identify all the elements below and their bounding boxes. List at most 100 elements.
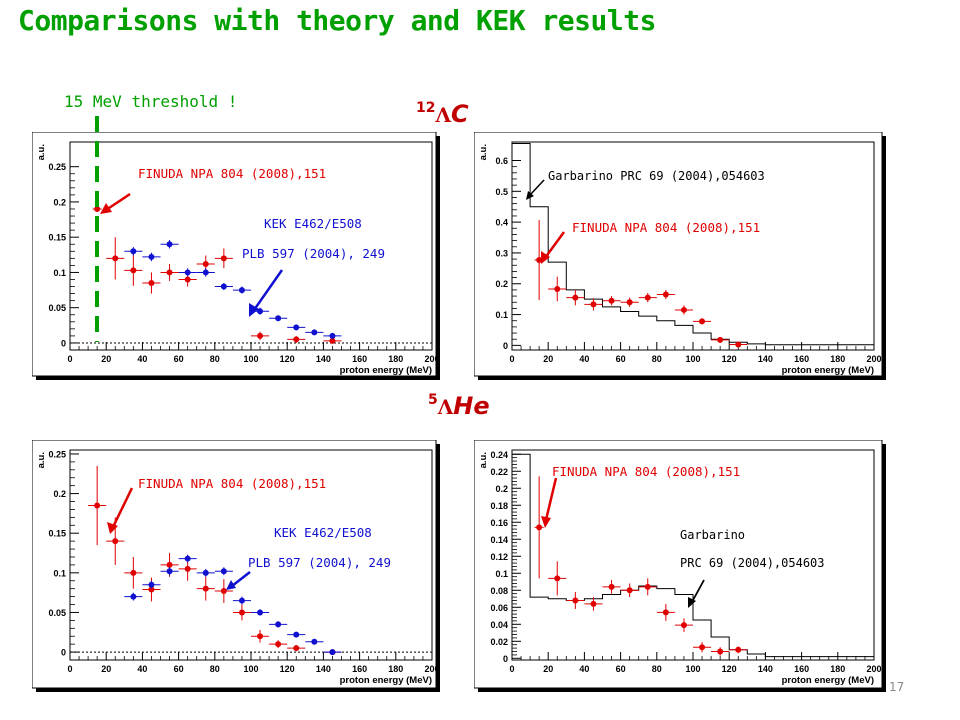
- bottom-right-finuda-marker-9: [699, 644, 706, 651]
- bottom-left-xtick-label-9: 180: [388, 664, 403, 674]
- top-left-ytick-label-3: 0.15: [48, 233, 66, 243]
- bottom-left-kek-point-9: [287, 631, 306, 638]
- top-right-xtick-label-0: 0: [509, 354, 514, 364]
- bottom-left-canvas-shadow-bottom: [36, 688, 440, 692]
- top-right-xtick-label-2: 40: [579, 354, 589, 364]
- bottom-right-xtick-label-7: 140: [758, 664, 773, 674]
- top-right-finuda-marker-4: [608, 297, 615, 304]
- bottom-right-ytick-label-12: 0.24: [490, 450, 508, 460]
- bottom-right-ytick-label-8: 0.16: [490, 518, 508, 528]
- bottom-right-finuda-marker-10: [717, 648, 724, 655]
- top-right-finuda-point-8: [674, 305, 693, 315]
- top-left-finuda-marker-3: [148, 280, 155, 287]
- bottom-right-ytick-label-5: 0.1: [495, 569, 508, 579]
- bottom-right-finuda-point-6: [638, 578, 657, 596]
- bottom-left-finuda-point-2: [124, 556, 143, 589]
- bottom-right-xtick-label-0: 0: [509, 664, 514, 674]
- bottom-left-finuda-point-8: [232, 604, 251, 621]
- top-left-kek-point-2: [160, 240, 179, 249]
- top-left-canvas-shadow-right: [436, 136, 440, 380]
- bottom-left-xtick-label-2: 40: [137, 664, 147, 674]
- bottom-right-finuda-point-1: [548, 561, 567, 596]
- top-right-finuda-marker-5: [626, 299, 633, 306]
- bottom-right-finuda-point-2: [566, 591, 585, 609]
- top-right-xtick-label-7: 140: [758, 354, 773, 364]
- bottom-right-ytick-label-4: 0.08: [490, 586, 508, 596]
- nucleus-he5-lambda: Λ: [437, 395, 454, 419]
- top-right-ytick-label-2: 0.2: [495, 279, 508, 289]
- chart-bottom-left: 0 0.05 0.1 0.15 0.2 0.25 0 20 40 60 80 100 120 140 160…: [32, 440, 440, 692]
- bottom-right-xtick-label-9: 180: [830, 664, 845, 674]
- kek-label-top-left-2: PLB 597 (2004), 249: [242, 246, 385, 261]
- bottom-right-xtick-label-5: 100: [685, 664, 700, 674]
- top-left-kek-point-0: [124, 247, 143, 256]
- slide-title: Comparisons with theory and KEK results: [18, 4, 656, 37]
- bottom-right-finuda-marker-8: [680, 622, 687, 629]
- top-left-ytick-label-0: 0: [61, 338, 66, 348]
- bottom-left-ytick-label-4: 0.2: [53, 489, 66, 499]
- top-left-finuda-marker-5: [184, 276, 191, 283]
- bottom-left-kek-marker-3: [184, 555, 191, 562]
- bottom-left-finuda-marker-3: [148, 586, 155, 593]
- bottom-right-finuda-marker-4: [608, 583, 615, 590]
- top-left-kek-marker-9: [293, 324, 300, 331]
- chart-bottom-right: 0 0.02 0.04 0.06 0.08 0.1 0.12 0.14 0.16 0.18 0.2 0…: [474, 440, 886, 692]
- bottom-right-finuda-point-0: [534, 476, 544, 579]
- top-right-finuda-marker-8: [680, 306, 687, 313]
- top-left-xtick-label-2: 40: [137, 354, 147, 364]
- top-left-kek-marker-8: [275, 315, 282, 322]
- bottom-left-finuda-marker-8: [238, 609, 245, 616]
- bottom-right-finuda-marker-5: [626, 587, 633, 594]
- top-right-finuda-point-9: [693, 318, 712, 325]
- top-right-finuda-marker-3: [590, 301, 597, 308]
- bottom-left-ytick-label-1: 0.05: [48, 608, 66, 618]
- bottom-left-kek-point-4: [196, 568, 215, 577]
- top-left-kek-point-11: [323, 332, 342, 339]
- top-left-xtick-label-7: 140: [316, 354, 331, 364]
- bottom-left-kek-marker-11: [329, 649, 336, 656]
- top-left-finuda-point-8: [251, 331, 270, 341]
- bottom-right-ytick-label-0: 0: [503, 654, 508, 664]
- bottom-left-ylabel: a.u.: [36, 452, 47, 468]
- top-left-kek-point-3: [178, 268, 197, 277]
- bottom-left-kek-point-7: [251, 609, 270, 616]
- top-right-finuda-marker-9: [699, 318, 706, 325]
- top-left-finuda-point-9: [287, 335, 306, 343]
- top-right-xtick-label-1: 20: [543, 354, 553, 364]
- bottom-right-finuda-point-11: [729, 646, 748, 654]
- bottom-left-kek-marker-6: [238, 597, 245, 604]
- nucleus-c12-mass: 12: [416, 100, 436, 116]
- bottom-left-finuda-marker-6: [202, 585, 209, 592]
- bottom-right-xtick-label-10: 200: [866, 664, 881, 674]
- bottom-left-finuda-marker-4: [166, 561, 173, 568]
- top-left-kek-point-8: [269, 315, 288, 322]
- top-left-ytick-label-2: 0.1: [53, 268, 66, 278]
- top-left-finuda-marker-6: [202, 260, 209, 267]
- top-left-xtick-label-0: 0: [67, 354, 72, 364]
- top-left-finuda-point-10: [323, 337, 342, 344]
- top-left-finuda-marker-9: [293, 336, 300, 343]
- bottom-right-xtick-label-2: 40: [579, 664, 589, 674]
- bottom-right-ytick-label-6: 0.12: [490, 552, 508, 562]
- bottom-left-finuda-point-6: [196, 576, 215, 601]
- top-left-xtick-label-9: 180: [388, 354, 403, 364]
- top-left-finuda-marker-0: [94, 205, 101, 212]
- top-left-canvas-shadow-bottom: [36, 376, 440, 380]
- bottom-left-canvas-shadow-right: [436, 444, 440, 692]
- top-left-finuda-marker-2: [130, 267, 137, 274]
- nucleus-label-c12: 12ΛC: [416, 100, 469, 128]
- bottom-left-finuda-marker-9: [257, 633, 264, 640]
- top-left-kek-marker-1: [148, 253, 155, 260]
- bottom-right-finuda-marker-11: [735, 646, 742, 653]
- finuda-label-bottom-right: FINUDA NPA 804 (2008),151: [552, 464, 741, 479]
- top-left-ytick-label-1: 0.05: [48, 303, 66, 313]
- bottom-left-finuda-marker-7: [220, 588, 227, 595]
- bottom-left-finuda-marker-1: [112, 538, 119, 545]
- top-left-kek-point-1: [142, 252, 161, 262]
- bottom-left-finuda-point-7: [214, 579, 233, 603]
- bottom-left-kek-marker-7: [257, 609, 264, 616]
- bottom-left-kek-marker-8: [275, 621, 282, 628]
- bottom-right-xtick-label-1: 20: [543, 664, 553, 674]
- bottom-left-kek-marker-10: [311, 638, 318, 645]
- threshold-label: 15 MeV threshold !: [64, 92, 238, 111]
